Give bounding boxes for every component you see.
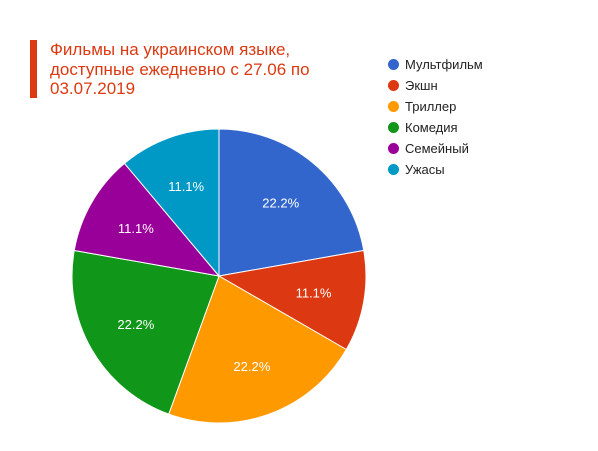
slice-label-0: 22.2% xyxy=(262,195,299,210)
legend-swatch-5 xyxy=(388,164,399,175)
title-accent-bar xyxy=(30,40,37,98)
legend-item-1[interactable]: Экшн xyxy=(388,75,483,96)
legend-item-0[interactable]: Мультфильм xyxy=(388,54,483,75)
pie-slice-4[interactable] xyxy=(73,162,221,277)
slice-label-5: 11.1% xyxy=(168,179,204,194)
pie-slice-2[interactable] xyxy=(168,275,347,424)
slice-label-4: 11.1% xyxy=(118,221,154,236)
pie-slice-0[interactable] xyxy=(218,128,365,277)
legend-label-4: Семейный xyxy=(405,141,469,156)
legend-swatch-0 xyxy=(388,59,399,70)
legend-item-3[interactable]: Комедия xyxy=(388,117,483,138)
legend-item-5[interactable]: Ужасы xyxy=(388,159,483,180)
legend-label-1: Экшн xyxy=(405,78,438,93)
slice-label-3: 22.2% xyxy=(117,317,154,332)
legend-item-2[interactable]: Триллер xyxy=(388,96,483,117)
legend-swatch-3 xyxy=(388,122,399,133)
legend-item-4[interactable]: Семейный xyxy=(388,138,483,159)
legend-label-0: Мультфильм xyxy=(405,57,483,72)
pie-slice-5[interactable] xyxy=(123,128,220,278)
legend-swatch-4 xyxy=(388,143,399,154)
legend-label-3: Комедия xyxy=(405,120,458,135)
legend-label-2: Триллер xyxy=(405,99,457,114)
pie-slice-1[interactable] xyxy=(217,249,367,351)
slice-label-2: 22.2% xyxy=(233,359,270,374)
legend-swatch-1 xyxy=(388,80,399,91)
chart-title: Фильмы на украинском языке, доступные еж… xyxy=(50,40,310,98)
pie-slice-3[interactable] xyxy=(71,249,220,415)
slice-label-1: 11.1% xyxy=(296,286,332,301)
legend: Мультфильм Экшн Триллер Комедия Семейный Ужас… xyxy=(388,54,483,180)
legend-swatch-2 xyxy=(388,101,399,112)
legend-label-5: Ужасы xyxy=(405,162,445,177)
